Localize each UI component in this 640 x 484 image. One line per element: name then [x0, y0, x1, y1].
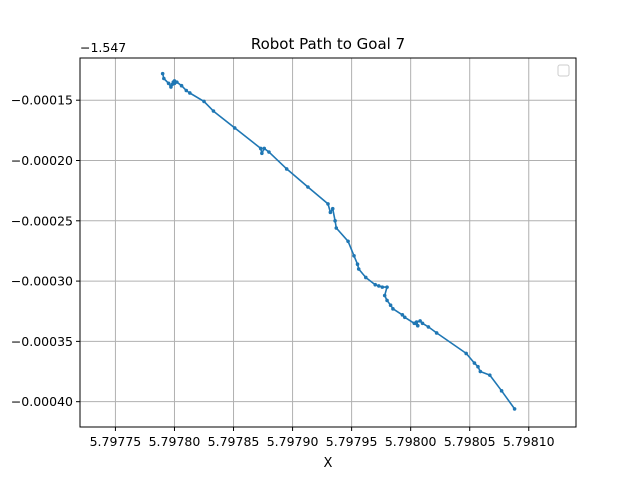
data-point [487, 373, 492, 377]
data-point [355, 262, 360, 267]
y-tick-label: −0.00020 [11, 153, 73, 168]
data-point [356, 267, 361, 271]
data-point [385, 298, 389, 303]
data-point [160, 71, 165, 76]
x-tick-label: 5.79780 [149, 434, 201, 449]
data-point [402, 315, 407, 320]
y-tick-label: −0.00040 [11, 394, 73, 409]
data-point [476, 364, 480, 369]
data-point [376, 284, 381, 288]
data-point [478, 369, 483, 374]
x-tick-label: 5.79810 [503, 434, 555, 449]
data-point [333, 218, 337, 223]
plot-frame [79, 57, 577, 428]
data-point [415, 323, 420, 328]
data-point [418, 319, 422, 323]
y-axis: −0.00015 −0.00020 −0.00025 −0.00030 −0.00035… [11, 93, 80, 409]
data-point [175, 80, 179, 84]
data-point [382, 293, 387, 298]
grid [80, 58, 576, 427]
x-tick-label: 5.79785 [208, 434, 260, 449]
data-point [346, 239, 350, 244]
data-point [166, 81, 171, 86]
data-point [352, 253, 356, 258]
data-point [306, 185, 310, 189]
data-point [328, 210, 333, 215]
data-point [184, 88, 189, 93]
x-axis: 5.79775 5.79780 5.79785 5.79790 5.79795 5.798… [90, 427, 555, 449]
y-tick-label: −0.00025 [11, 213, 73, 228]
data-point [258, 146, 263, 151]
data-point [162, 76, 166, 81]
data-point [373, 282, 378, 287]
x-tick-label: 5.79805 [444, 434, 496, 449]
data-point [284, 167, 289, 171]
y-offset-label: −1.547 [80, 40, 126, 55]
data-point [391, 307, 395, 311]
x-tick-label: 5.79790 [267, 434, 319, 449]
chart-title: Robot Path to Goal 7 [251, 35, 405, 53]
x-tick-label: 5.79800 [385, 434, 437, 449]
y-tick-label: −0.00015 [11, 93, 73, 108]
data-point [499, 389, 504, 393]
data-point [380, 285, 385, 289]
data-point [267, 150, 271, 154]
data-point [385, 285, 389, 289]
data-point [260, 151, 264, 156]
data-point [426, 325, 431, 329]
y-tick-label: −0.00030 [11, 274, 73, 289]
data-point [262, 146, 267, 151]
data-point [202, 99, 206, 104]
data-point [334, 226, 339, 230]
data-point [232, 126, 237, 130]
data-point [179, 83, 184, 88]
legend-box [557, 64, 570, 77]
series-line [161, 73, 516, 410]
data-point [472, 361, 477, 365]
data-point [330, 206, 335, 211]
x-tick-label: 5.79775 [90, 434, 142, 449]
data-point [388, 303, 393, 308]
series-layer [160, 71, 517, 411]
data-point [434, 331, 439, 335]
y-tick-label: −0.00035 [11, 334, 73, 349]
data-point [363, 275, 368, 280]
x-axis-label: X [324, 456, 333, 471]
data-point [400, 313, 405, 317]
data-point [420, 321, 425, 326]
data-point [464, 351, 468, 356]
x-tick-label: 5.79795 [326, 434, 378, 449]
data-point [211, 109, 216, 113]
data-point [326, 202, 330, 206]
data-point [414, 320, 419, 324]
data-point [188, 91, 192, 95]
data-point [170, 82, 174, 87]
data-point [512, 407, 517, 411]
